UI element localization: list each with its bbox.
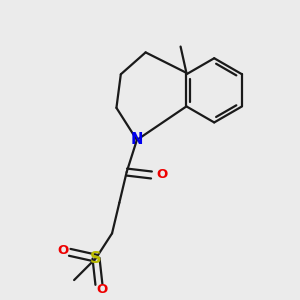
Text: O: O	[58, 244, 69, 257]
Text: O: O	[157, 168, 168, 181]
Text: N: N	[131, 133, 143, 148]
Text: S: S	[90, 251, 102, 266]
Text: O: O	[96, 283, 107, 296]
